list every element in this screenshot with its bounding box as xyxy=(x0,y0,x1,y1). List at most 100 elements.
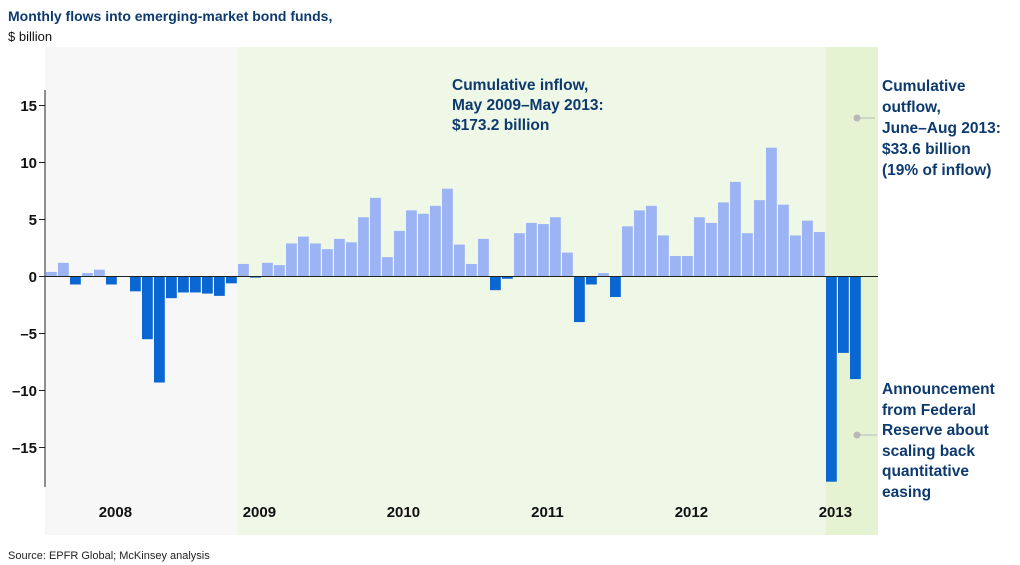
bar-2009-11 xyxy=(310,243,321,277)
bar-2010-12 xyxy=(466,263,477,277)
fed-annotation-line-6: easing xyxy=(882,483,932,501)
inflow-annotation-line-2: May 2009–May 2013: xyxy=(452,97,604,114)
bond-flows-chart: 15 10 5 0 –5 –10 –15 2008 2009 2010 2011 2012 2013 xyxy=(12,47,878,535)
bar-2012-04 xyxy=(658,235,669,277)
bar-2011-08 xyxy=(562,252,573,277)
source-note: Source: EPFR Global; McKinsey analysis xyxy=(8,550,210,562)
bar-2010-02 xyxy=(346,242,357,277)
bar-2012-09 xyxy=(718,202,729,277)
bar-2009-12 xyxy=(322,249,333,277)
fed-annotation-line-1: Announcement xyxy=(882,381,995,398)
bar-2012-10 xyxy=(730,181,741,277)
bar-2011-05 xyxy=(526,222,537,277)
bar-2010-08 xyxy=(418,213,429,277)
y-tick-label: –5 xyxy=(20,326,37,343)
outflow-annotation-line-5: (19% of inflow) xyxy=(882,162,992,179)
x-year-label-2010: 2010 xyxy=(387,504,420,521)
inflow-annotation-line-1: Cumulative inflow, xyxy=(452,77,589,94)
bar-2010-11 xyxy=(454,244,465,277)
bar-2012-11 xyxy=(742,233,753,277)
bar-2010-07 xyxy=(406,210,417,277)
inflow-annotation: Cumulative inflow, May 2009–May 2013: $1… xyxy=(452,76,604,136)
y-tick-label: –10 xyxy=(12,383,37,400)
bar-2009-04 xyxy=(226,276,237,284)
x-year-label-2011: 2011 xyxy=(531,504,564,521)
x-year-label-2013: 2013 xyxy=(819,504,852,521)
bar-2012-03 xyxy=(646,205,657,277)
bar-2010-10 xyxy=(442,188,453,277)
chart-title: Monthly flows into emerging-market bond … xyxy=(8,8,333,24)
outflow-annotation-line-3: June–Aug 2013: xyxy=(882,120,1001,137)
bar-2013-08 xyxy=(850,276,861,380)
bar-2010-09 xyxy=(430,205,441,277)
x-axis-year-labels: 2008 2009 2010 2011 2012 2013 xyxy=(99,504,852,521)
fed-annotation-line-2: from Federal xyxy=(882,401,976,419)
bar-2011-10 xyxy=(586,276,597,285)
bar-2011-09 xyxy=(574,276,585,323)
bar-2011-07 xyxy=(550,217,561,277)
bar-2012-06 xyxy=(682,255,693,277)
bar-2008-03 xyxy=(70,276,81,285)
bar-2010-03 xyxy=(358,217,369,277)
bar-2012-01 xyxy=(622,226,633,277)
bar-series xyxy=(46,147,861,482)
bar-2013-04 xyxy=(802,220,813,277)
bar-2009-07 xyxy=(262,262,273,277)
bar-2011-04 xyxy=(514,233,525,277)
bar-2012-02 xyxy=(634,210,645,277)
bar-2011-02 xyxy=(490,276,501,291)
y-tick-label: 10 xyxy=(20,155,37,172)
bar-2008-11 xyxy=(166,276,177,299)
bar-2008-01 xyxy=(46,271,57,277)
bar-2010-04 xyxy=(370,197,381,277)
bar-2010-06 xyxy=(394,230,405,277)
y-tick-label: 5 xyxy=(29,212,37,229)
outflow-annotation-line-4: $33.6 billion xyxy=(882,141,971,158)
bar-2008-12 xyxy=(178,276,189,293)
bar-2008-02 xyxy=(58,262,69,277)
y-tick-label: –15 xyxy=(12,440,37,457)
bar-2009-09 xyxy=(286,243,297,277)
bar-2012-08 xyxy=(706,222,717,277)
outflow-annotation-line-2: outflow, xyxy=(882,99,941,116)
bar-2012-07 xyxy=(694,217,705,277)
outflow-annotation-line-1: Cumulative xyxy=(882,78,966,95)
bar-2012-05 xyxy=(670,255,681,277)
bar-2008-05 xyxy=(94,269,105,277)
bar-2013-02 xyxy=(778,204,789,277)
inflow-annotation-line-3: $173.2 billion xyxy=(452,117,550,134)
x-year-label-2012: 2012 xyxy=(675,504,708,521)
bar-2008-06 xyxy=(106,276,117,285)
bar-2009-06 xyxy=(250,276,261,278)
bar-2009-01 xyxy=(190,276,201,293)
bar-2011-01 xyxy=(478,238,489,277)
bar-2008-09 xyxy=(142,276,153,340)
bar-2013-05 xyxy=(814,232,825,277)
bar-2011-03 xyxy=(502,276,513,279)
bar-2013-06 xyxy=(826,276,837,482)
bar-2009-02 xyxy=(202,276,213,294)
y-axis-ticks: 15 10 5 0 –5 –10 –15 xyxy=(12,98,45,457)
y-tick-label: 0 xyxy=(29,269,37,286)
bar-2011-12 xyxy=(610,276,621,298)
bar-2011-11 xyxy=(598,273,609,277)
bar-2013-07 xyxy=(838,276,849,353)
bar-2009-05 xyxy=(238,263,249,277)
bar-2009-08 xyxy=(274,265,285,277)
outflow-annotation: Cumulative outflow, June–Aug 2013: $33.6… xyxy=(882,76,1001,181)
bar-2011-06 xyxy=(538,224,549,277)
fed-annotation-line-5: quantitative xyxy=(882,463,969,480)
bar-2013-01 xyxy=(766,147,777,277)
bar-2010-05 xyxy=(382,257,393,277)
bar-2009-03 xyxy=(214,276,225,296)
x-year-label-2008: 2008 xyxy=(99,504,132,521)
bar-2013-03 xyxy=(790,235,801,277)
bar-2010-01 xyxy=(334,238,345,277)
bar-2008-10 xyxy=(154,276,165,383)
y-tick-label: 15 xyxy=(20,98,37,115)
bar-2008-08 xyxy=(130,276,141,292)
x-year-label-2009: 2009 xyxy=(243,504,276,521)
bar-2012-12 xyxy=(754,200,765,277)
chart-subtitle: $ billion xyxy=(8,29,53,44)
fed-annotation: Announcement from Federal Reserve about … xyxy=(882,380,995,503)
